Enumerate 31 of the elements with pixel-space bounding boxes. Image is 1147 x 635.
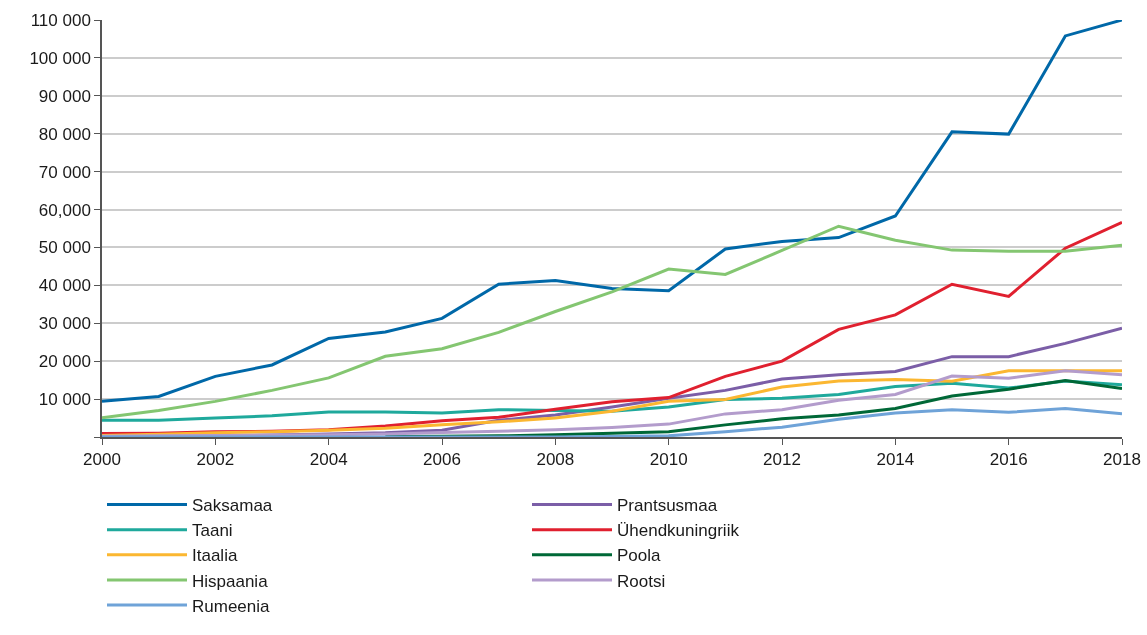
- y-tick-label: 110 000: [30, 10, 91, 30]
- legend-label: Saksamaa: [192, 496, 273, 516]
- x-tick-label: 2012: [763, 450, 801, 470]
- x-tick-label: 2010: [649, 450, 688, 470]
- legend-label: Taani: [192, 521, 233, 541]
- x-tick-label: 2006: [423, 450, 461, 470]
- y-tick-label: 10 000: [38, 390, 91, 410]
- x-tick-label: 2008: [536, 450, 575, 470]
- y-tick-label: 20 000: [38, 352, 91, 372]
- x-tick-label: 2018: [1103, 450, 1141, 470]
- legend-label: Itaalia: [192, 546, 238, 566]
- y-tick-label: 90 000: [38, 86, 91, 106]
- y-tick-label: 60,000: [38, 200, 91, 220]
- y-tick-label: 40 000: [38, 276, 91, 296]
- legend-label: Ühendkuningriik: [617, 521, 740, 541]
- legend-label: Rumeenia: [192, 596, 271, 616]
- legend-label: Hispaania: [192, 571, 269, 591]
- x-tick-label: 2014: [876, 450, 915, 470]
- legend-label: Poola: [617, 546, 662, 566]
- legend-label: Prantsusmaa: [617, 496, 718, 516]
- legend-label: Rootsi: [617, 571, 666, 591]
- x-tick-label: 2000: [83, 450, 121, 470]
- y-tick-label: 100 000: [29, 48, 91, 68]
- y-tick-label: 30 000: [38, 314, 91, 334]
- line-series: [102, 20, 1122, 403]
- y-tick-label: 70 000: [38, 162, 91, 182]
- x-tick-label: 2016: [989, 450, 1028, 470]
- y-tick-label: 50 000: [38, 238, 91, 258]
- x-tick-label: 2004: [309, 450, 348, 470]
- y-tick-label: 80 000: [38, 124, 91, 144]
- x-tick-label: 2002: [196, 450, 235, 470]
